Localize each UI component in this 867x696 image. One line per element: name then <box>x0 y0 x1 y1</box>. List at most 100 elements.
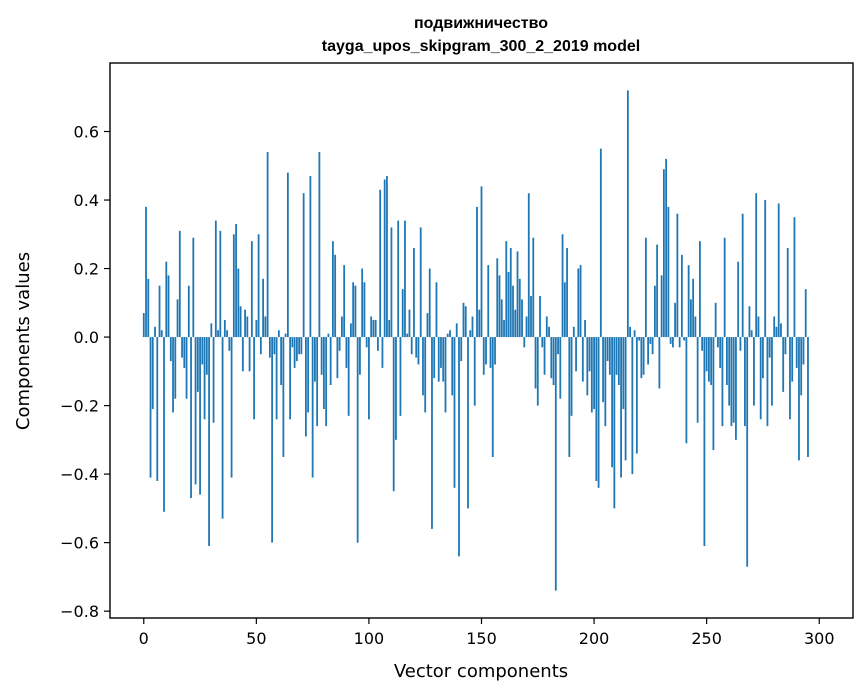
bar <box>444 337 447 413</box>
bar <box>606 337 609 362</box>
y-axis-ticks: −0.8 −0.6 −0.4 −0.2 0.0 0.2 0.4 0.6 <box>60 123 110 621</box>
bar <box>298 337 301 355</box>
bar <box>316 337 319 427</box>
bar <box>435 282 438 338</box>
bar <box>280 337 283 386</box>
bar <box>518 278 521 338</box>
bar <box>710 337 713 386</box>
bar <box>523 337 526 348</box>
bar <box>473 337 476 406</box>
bar <box>237 268 240 338</box>
bar <box>566 248 568 338</box>
bar <box>467 337 469 509</box>
bar <box>505 241 508 338</box>
bar <box>264 316 267 338</box>
bar <box>530 295 532 338</box>
bar <box>147 278 150 338</box>
bar <box>640 337 643 379</box>
bar <box>735 337 737 440</box>
bar <box>696 337 699 423</box>
bar <box>343 265 346 338</box>
bar <box>381 337 384 368</box>
bar <box>347 337 350 416</box>
bar <box>597 337 600 488</box>
bar <box>658 337 661 389</box>
bar <box>802 337 805 365</box>
bar <box>199 337 201 495</box>
bar <box>300 337 303 355</box>
bar <box>286 172 289 338</box>
bar <box>156 337 159 481</box>
plot-area-frame <box>109 62 854 619</box>
bar <box>210 323 213 338</box>
x-tick-label: 200 <box>579 629 610 648</box>
bar <box>271 337 274 543</box>
bar <box>336 337 339 379</box>
bar <box>570 337 573 416</box>
bar <box>413 248 415 338</box>
bar <box>275 337 278 420</box>
bar <box>307 337 310 413</box>
bar <box>370 316 373 338</box>
bar <box>795 337 798 368</box>
bar <box>223 319 226 338</box>
bar <box>388 319 391 338</box>
bar <box>588 337 591 372</box>
bar <box>755 193 758 338</box>
bar <box>491 337 494 457</box>
bar <box>775 326 778 338</box>
bar <box>789 337 791 420</box>
bar <box>694 316 697 338</box>
bar <box>665 158 668 338</box>
bar <box>500 299 503 338</box>
bar <box>676 213 679 338</box>
bar <box>194 337 197 485</box>
bar <box>291 337 294 348</box>
bar <box>579 265 582 338</box>
bar <box>622 337 625 410</box>
bar <box>509 248 512 338</box>
bar <box>512 285 514 338</box>
bar <box>187 285 190 338</box>
bar <box>433 337 436 379</box>
bar <box>455 323 458 338</box>
bar <box>552 337 555 386</box>
bar <box>368 337 370 420</box>
bar <box>185 337 188 399</box>
bar <box>746 337 749 567</box>
bar <box>480 186 483 338</box>
bar <box>689 299 692 338</box>
bar <box>244 309 246 338</box>
bar <box>744 337 746 427</box>
bar <box>638 337 641 341</box>
bar <box>782 337 785 392</box>
bar <box>395 337 397 440</box>
y-axis-label: Components values <box>13 252 34 430</box>
bar <box>410 337 413 355</box>
bar <box>482 337 485 375</box>
bar <box>554 337 557 591</box>
bar <box>494 337 496 365</box>
y-tick-label: −0.4 <box>60 465 99 484</box>
bar <box>714 302 717 338</box>
bar <box>629 326 631 338</box>
bar <box>422 337 424 396</box>
bar <box>536 337 539 406</box>
bar <box>575 337 577 372</box>
bar <box>352 282 355 338</box>
bar <box>748 306 751 338</box>
bar <box>708 337 710 382</box>
bar <box>800 337 803 396</box>
bar <box>374 319 377 338</box>
bar <box>703 337 706 547</box>
bar <box>293 337 296 368</box>
bar <box>545 316 548 338</box>
bar <box>498 275 501 338</box>
bar <box>424 337 427 413</box>
bar <box>539 295 541 338</box>
bar <box>320 337 323 375</box>
chart-title-line-1: подвижничество <box>414 15 548 32</box>
bar <box>149 337 152 478</box>
bar <box>753 337 755 406</box>
bar <box>390 227 393 338</box>
